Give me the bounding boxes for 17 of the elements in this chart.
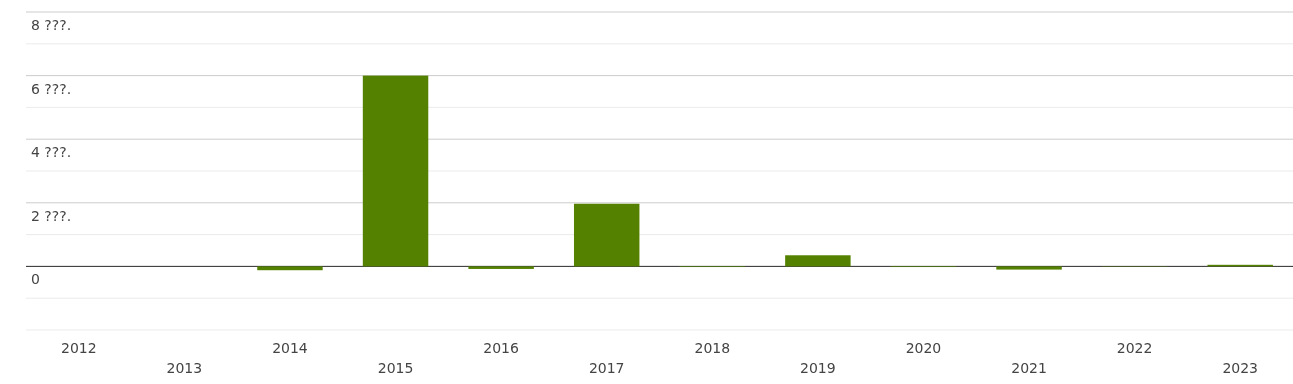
x-tick-label: 2019 (800, 360, 836, 376)
x-tick-label: 2022 (1116, 340, 1153, 356)
x-tick-label: 2013 (166, 360, 203, 376)
x-tick-label: 2016 (483, 340, 520, 356)
y-tick-label: 4 ???. (31, 144, 72, 161)
y-tick-label: 6 ???. (31, 80, 72, 97)
x-tick-label: 2014 (272, 340, 308, 356)
x-tick-label: 2021 (1011, 360, 1047, 376)
y-tick-label: 0 (31, 271, 40, 288)
x-tick-label: 2023 (1222, 360, 1259, 376)
x-tick-label: 2015 (377, 360, 414, 376)
x-tick-label: 2018 (694, 340, 731, 356)
y-tick-label: 8 ???. (31, 17, 72, 33)
x-tick-label: 2012 (60, 340, 97, 356)
x-tick-label: 2020 (905, 340, 942, 356)
y-tick-label: 2 ???. (31, 207, 72, 224)
x-tick-label: 2017 (588, 360, 625, 376)
